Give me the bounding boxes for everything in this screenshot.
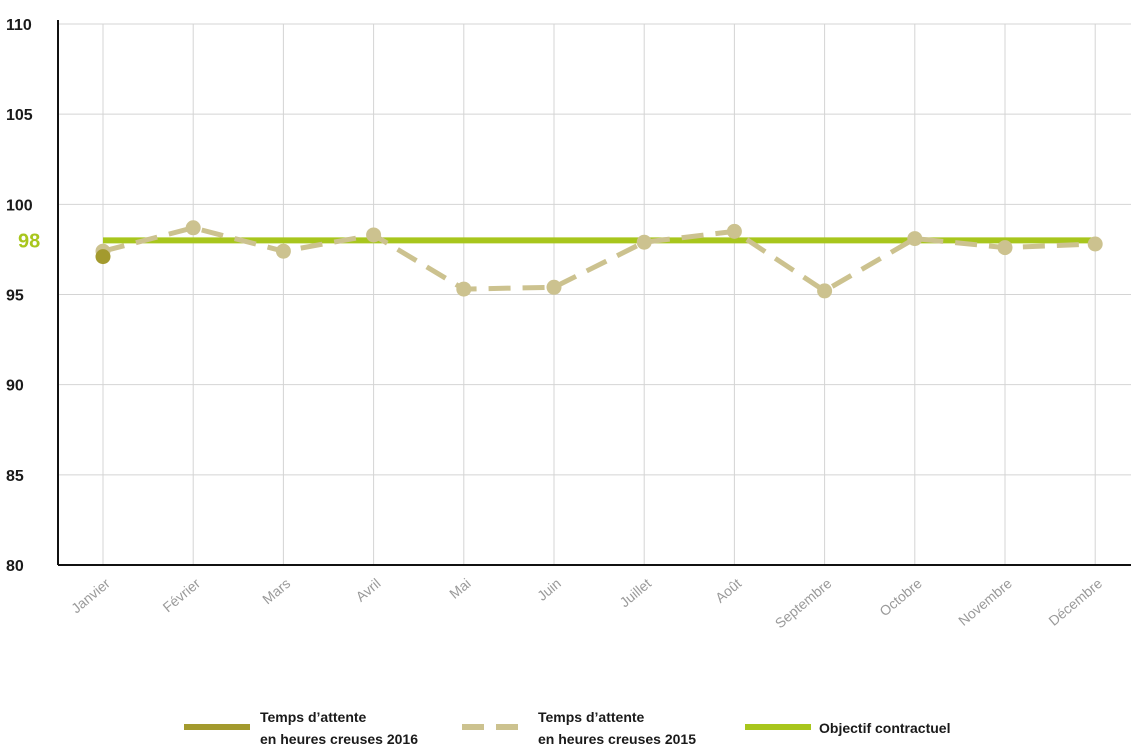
data-point-2016 (95, 249, 111, 265)
x-tick-label: Novembre (955, 575, 1015, 629)
legend-label: Objectif contractuel (819, 720, 950, 736)
legend-item-2015: Temps d’attente en heures creuses 2015 (462, 709, 696, 747)
data-point-2015 (456, 281, 472, 297)
x-tick-label: Mai (446, 575, 474, 602)
x-tick-label: Juillet (616, 575, 654, 610)
x-tick-label: Août (712, 575, 744, 606)
x-tick-label: Février (159, 575, 203, 615)
target-value-label: 98 (18, 230, 40, 252)
x-tick-label: Janvier (68, 575, 113, 616)
data-point-2015 (726, 223, 742, 239)
legend-label: Temps d’attente (538, 709, 645, 725)
data-point-2015 (997, 240, 1013, 256)
x-tick-label: Décembre (1045, 575, 1105, 629)
series-line-2015 (102, 225, 1096, 294)
legend-item-2016: Temps d’attente en heures creuses 2016 (184, 709, 418, 747)
data-point-2015 (817, 283, 833, 299)
y-tick-label: 80 (6, 558, 24, 575)
series-layer (95, 220, 1103, 299)
data-point-2015 (185, 220, 201, 236)
x-tick-label: Septembre (772, 575, 835, 631)
data-point-2015 (636, 234, 652, 250)
x-tick-label: Avril (353, 575, 384, 605)
data-point-2015 (907, 231, 923, 247)
data-point-2015 (275, 243, 291, 259)
y-tick-label: 100 (6, 197, 33, 214)
y-tick-label: 95 (6, 288, 24, 305)
data-point-2015 (366, 227, 382, 243)
y-tick-label: 110 (6, 17, 32, 34)
legend-item-objectif: Objectif contractuel (745, 720, 950, 736)
legend-label: en heures creuses 2015 (538, 731, 696, 747)
y-tick-label: 85 (6, 468, 24, 485)
data-point-2015 (546, 279, 562, 295)
axis-layer: 80 85 90 95 100 105 110 Janvier Février Mars Avril… (6, 17, 1131, 631)
legend-label: Temps d’attente (260, 709, 367, 725)
x-tick-label: Octobre (876, 575, 925, 619)
x-tick-label: Mars (259, 575, 293, 607)
data-point-2015 (1087, 236, 1103, 252)
grid-layer (58, 23, 1131, 565)
y-tick-label: 90 (6, 378, 24, 395)
y-tick-label: 105 (6, 107, 33, 124)
legend-label: en heures creuses 2016 (260, 731, 418, 747)
x-tick-label: Juin (534, 575, 564, 604)
